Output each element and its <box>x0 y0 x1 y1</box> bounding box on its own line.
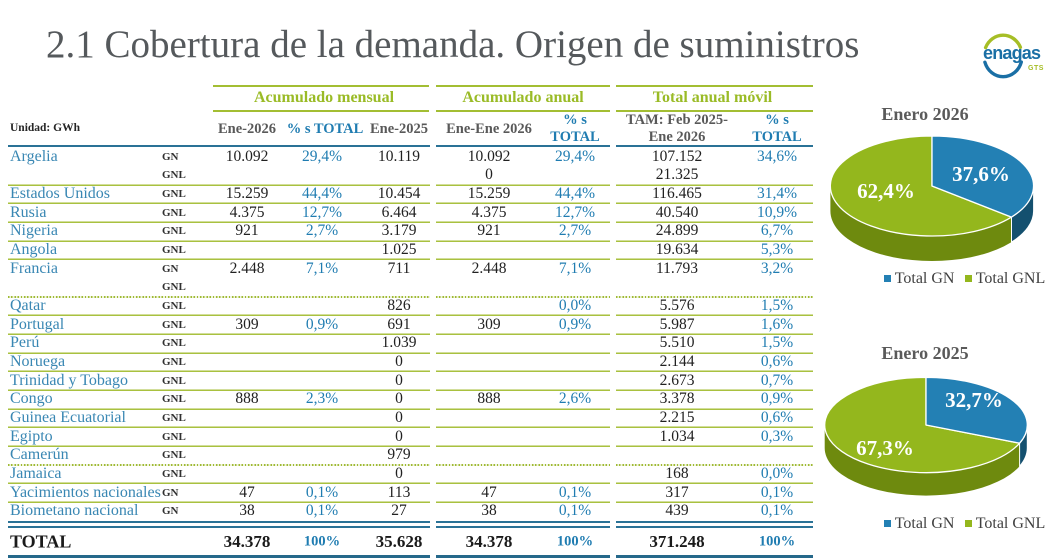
svg-text:37,6%: 37,6% <box>952 162 1010 186</box>
svg-text:62,4%: 62,4% <box>857 179 915 203</box>
svg-text:enagas: enagas <box>983 43 1041 63</box>
svg-text:GTS: GTS <box>1028 65 1044 72</box>
svg-text:67,3%: 67,3% <box>856 436 914 460</box>
svg-text:32,7%: 32,7% <box>945 388 1003 412</box>
